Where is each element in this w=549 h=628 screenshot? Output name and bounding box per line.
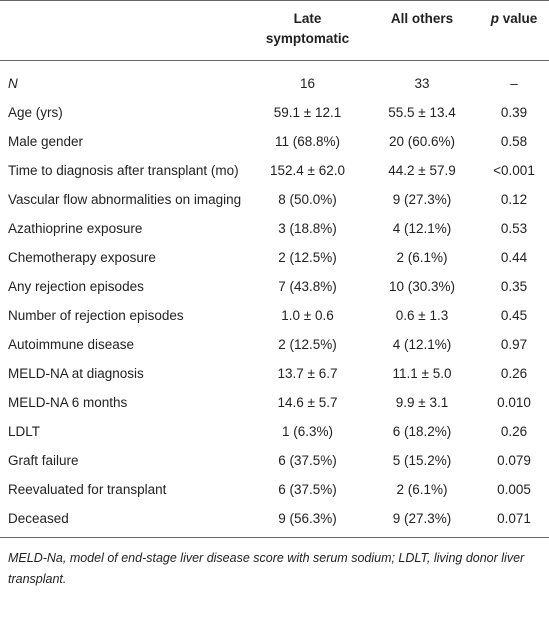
cell: 0.071 <box>479 504 549 538</box>
cell: 1 (6.3%) <box>281 424 334 439</box>
cell: 6 (37.5%) <box>278 482 337 497</box>
cell: 0.45 <box>500 308 528 323</box>
header-cell: Late symptomatic <box>250 0 365 61</box>
cell: 0.53 <box>500 221 528 236</box>
cell: 6 (18.2%) <box>392 424 452 439</box>
cell: 9 (56.3%) <box>250 504 365 538</box>
row-label: Azathioprine exposure <box>8 221 143 236</box>
cell: 0.079 <box>497 453 531 468</box>
table-body: N 16 33 – Age (yrs) 59.1 ± 12.1 55.5 ± 13.4 0.3… <box>0 61 549 538</box>
cell: 9.9 ± 3.1 <box>395 395 449 410</box>
row-label: Number of rejection episodes <box>8 308 184 323</box>
table-row: Age (yrs) 59.1 ± 12.1 55.5 ± 13.4 0.39 <box>0 98 549 127</box>
cell: 0.97 <box>500 337 528 352</box>
row-label: Vascular flow abnormalities on imaging <box>8 192 242 207</box>
row-label: Age (yrs) <box>8 105 63 120</box>
table-row: Autoimmune disease 2 (12.5%) 4 (12.1%) 0.97 <box>0 330 549 359</box>
row-label: Reevaluated for transplant <box>8 482 167 497</box>
cell: 5 (15.2%) <box>392 453 452 468</box>
cell: 11 (68.8%) <box>274 134 341 149</box>
table-row: Graft failure 6 (37.5%) 5 (15.2%) 0.079 <box>0 446 549 475</box>
row-label: MELD-NA at diagnosis <box>8 366 144 381</box>
footnote: MELD-Na, model of end-stage liver diseas… <box>8 551 525 586</box>
data-table: Late symptomatic All others p value N 16 3… <box>0 0 549 538</box>
header-text: value <box>502 11 538 26</box>
cell: 152.4 ± 62.0 <box>270 163 345 178</box>
table-row: N 16 33 – <box>0 61 549 99</box>
cell: 14.6 ± 5.7 <box>277 395 338 410</box>
row-label: Time to diagnosis after transplant (mo) <box>8 163 239 178</box>
header-cell: All others <box>365 0 479 61</box>
cell: 3 (18.8%) <box>278 221 337 236</box>
header-italic: p <box>490 11 499 26</box>
cell: 44.2 ± 57.9 <box>388 163 456 178</box>
cell: 2 (12.5%) <box>278 337 337 352</box>
cell: 9 (27.3%) <box>365 504 479 538</box>
header-cell <box>0 0 250 61</box>
table-row: LDLT 1 (6.3%) 6 (18.2%) 0.26 <box>0 417 549 446</box>
cell: 0.39 <box>500 105 528 120</box>
table-row: Azathioprine exposure 3 (18.8%) 4 (12.1%) 0… <box>0 214 549 243</box>
cell: 2 (12.5%) <box>278 250 337 265</box>
cell: 10 (30.3%) <box>388 279 456 294</box>
table-row: MELD-NA at diagnosis 13.7 ± 6.7 11.1 ± 5.0… <box>0 359 549 388</box>
table-row: Reevaluated for transplant 6 (37.5%) 2 (6.… <box>0 475 549 504</box>
cell: <0.001 <box>493 163 535 178</box>
cell: 0.010 <box>497 395 531 410</box>
table-header: Late symptomatic All others p value <box>0 0 549 61</box>
row-label: N <box>8 76 18 91</box>
cell: 4 (12.1%) <box>392 337 452 352</box>
row-label: Chemotherapy exposure <box>8 250 156 265</box>
row-label: Male gender <box>8 134 84 149</box>
cell: – <box>510 76 518 91</box>
row-label: Autoimmune disease <box>8 337 135 352</box>
row-label: LDLT <box>8 424 41 439</box>
cell: 59.1 ± 12.1 <box>273 105 342 120</box>
cell: 9 (27.3%) <box>392 192 452 207</box>
cell: 1.0 ± 0.6 <box>281 308 334 323</box>
row-label: Deceased <box>0 504 250 538</box>
table-row: Time to diagnosis after transplant (mo) 1… <box>0 156 549 185</box>
table-row: Any rejection episodes 7 (43.8%) 10 (30.3%… <box>0 272 549 301</box>
cell: 0.26 <box>500 366 528 381</box>
row-label: MELD-NA 6 months <box>8 395 128 410</box>
cell: 11.1 ± 5.0 <box>392 366 452 381</box>
cell: 0.005 <box>497 482 531 497</box>
header-cell: p value <box>479 0 549 61</box>
cell: 16 <box>299 76 316 91</box>
cell: 13.7 ± 6.7 <box>277 366 338 381</box>
cell: 8 (50.0%) <box>278 192 337 207</box>
table-row: Deceased 9 (56.3%) 9 (27.3%) 0.071 <box>0 504 549 538</box>
cell: 0.26 <box>500 424 528 439</box>
cell: 20 (60.6%) <box>388 134 456 149</box>
table-row: Number of rejection episodes 1.0 ± 0.6 0.6… <box>0 301 549 330</box>
cell: 7 (43.8%) <box>278 279 337 294</box>
cell: 4 (12.1%) <box>392 221 452 236</box>
cell: 0.12 <box>500 192 528 207</box>
table-row: MELD-NA 6 months 14.6 ± 5.7 9.9 ± 3.1 0.010 <box>0 388 549 417</box>
cell: 0.6 ± 1.3 <box>395 308 449 323</box>
table-row: Male gender 11 (68.8%) 20 (60.6%) 0.58 <box>0 127 549 156</box>
cell: 2 (6.1%) <box>396 482 448 497</box>
cell: 0.44 <box>500 250 528 265</box>
cell: 55.5 ± 13.4 <box>388 105 456 120</box>
cell: 0.35 <box>500 279 528 294</box>
cell: 0.58 <box>500 134 528 149</box>
row-label: Any rejection episodes <box>8 279 144 294</box>
table-row: Chemotherapy exposure 2 (12.5%) 2 (6.1%) 0.… <box>0 243 549 272</box>
row-label: Graft failure <box>8 453 79 468</box>
cell: 6 (37.5%) <box>278 453 337 468</box>
table-row: Vascular flow abnormalities on imaging 8 … <box>0 185 549 214</box>
cell: 2 (6.1%) <box>396 250 448 265</box>
cell: 33 <box>414 76 430 91</box>
